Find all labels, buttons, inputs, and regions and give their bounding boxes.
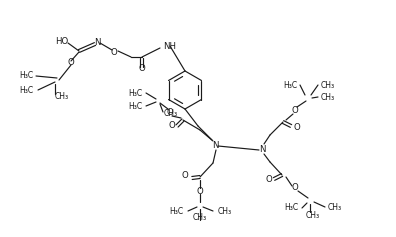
Text: O: O — [167, 108, 173, 117]
Text: H₃C: H₃C — [283, 81, 297, 90]
Text: CH₃: CH₃ — [218, 206, 232, 215]
Text: CH₃: CH₃ — [328, 202, 342, 211]
Text: O: O — [197, 187, 204, 196]
Text: N: N — [94, 37, 100, 46]
Text: O: O — [110, 47, 117, 56]
Text: H₃C: H₃C — [284, 204, 298, 213]
Text: O: O — [139, 64, 145, 73]
Text: N: N — [212, 141, 218, 150]
Text: CH₃: CH₃ — [321, 81, 335, 90]
Text: H₃C: H₃C — [128, 88, 142, 97]
Text: H₃C: H₃C — [128, 101, 142, 110]
Text: CH₃: CH₃ — [164, 109, 178, 118]
Text: O: O — [265, 176, 272, 184]
Text: CH₃: CH₃ — [306, 210, 320, 219]
Text: NH: NH — [163, 41, 176, 50]
Text: H₃C: H₃C — [169, 206, 183, 215]
Text: CH₃: CH₃ — [321, 92, 335, 101]
Text: O: O — [68, 58, 74, 67]
Text: H₃C: H₃C — [19, 70, 33, 79]
Text: O: O — [294, 123, 301, 132]
Text: O: O — [291, 105, 298, 114]
Text: HO: HO — [55, 36, 69, 46]
Text: O: O — [181, 172, 188, 181]
Text: H₃C: H₃C — [19, 86, 33, 95]
Text: O: O — [291, 183, 298, 192]
Text: CH₃: CH₃ — [55, 91, 69, 100]
Text: O: O — [168, 122, 175, 131]
Text: CH₃: CH₃ — [193, 214, 207, 223]
Text: N: N — [259, 145, 265, 154]
